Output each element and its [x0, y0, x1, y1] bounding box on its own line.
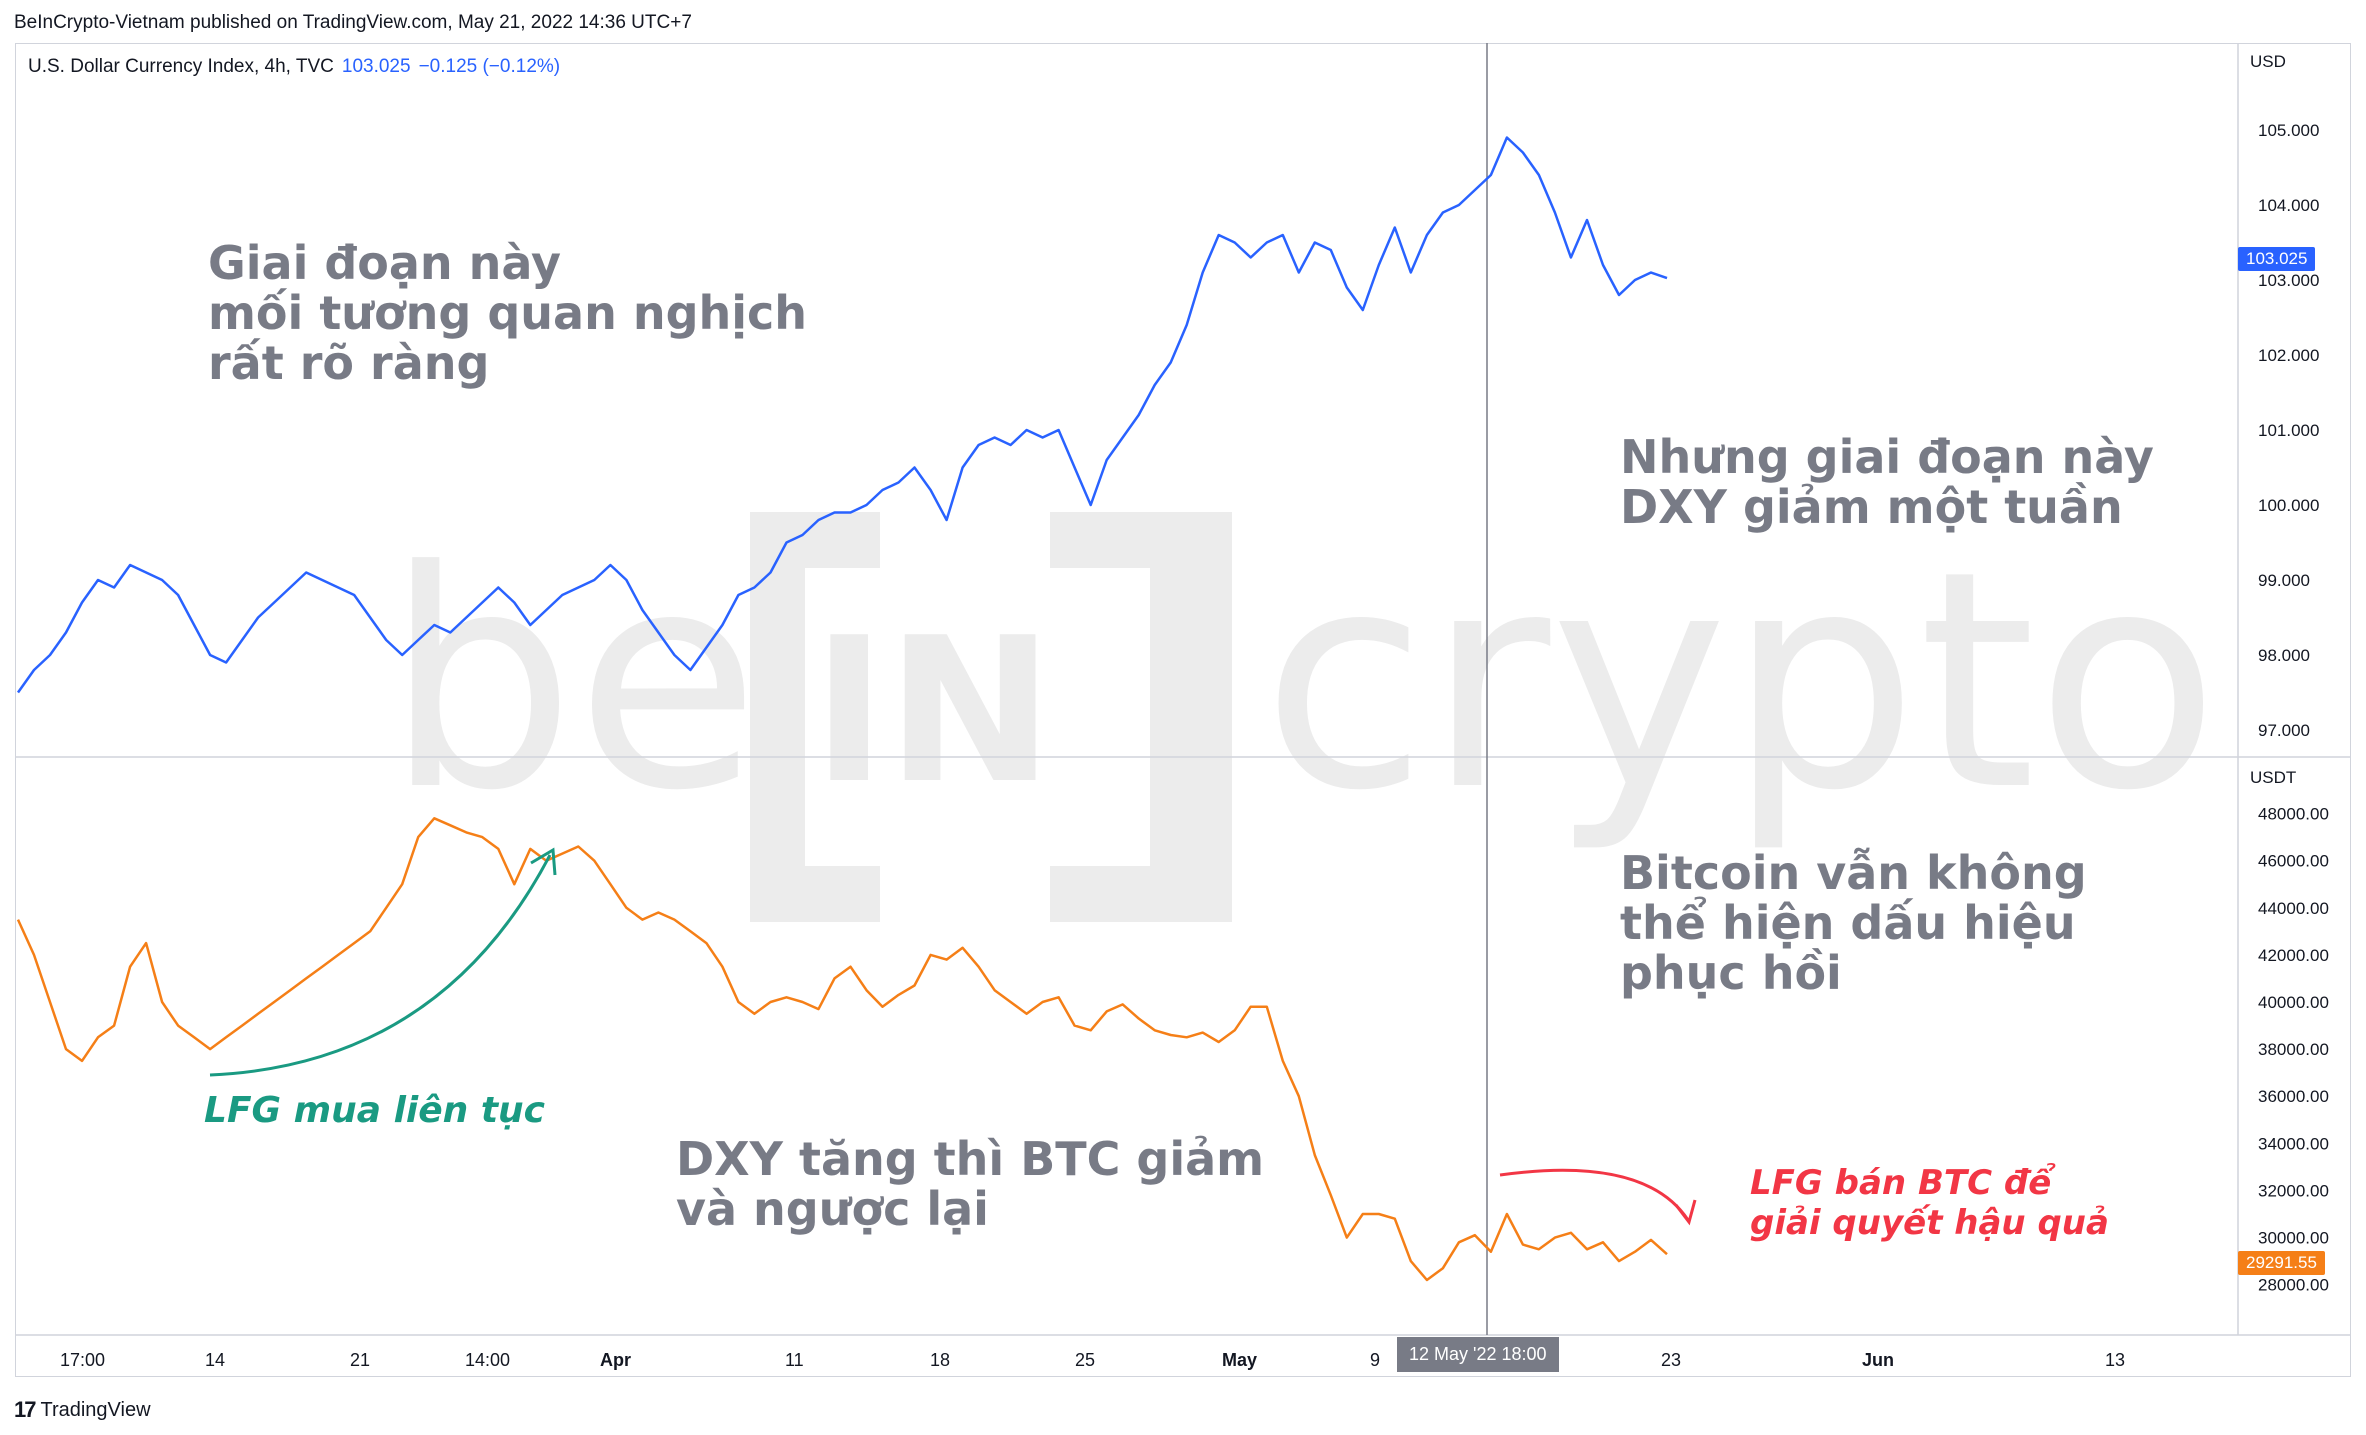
tradingview-brand: TradingView [40, 1398, 151, 1421]
btc-y-tick-label: 42000.00 [2258, 946, 2329, 965]
btc-series-line[interactable] [16, 817, 1668, 1282]
legend-change: −0.125 (−0.12%) [418, 56, 561, 77]
dxy-y-tick-label: 102.000 [2258, 346, 2319, 365]
x-tick-label: 14:00 [465, 1350, 510, 1370]
green-arrow-head [530, 847, 557, 876]
watermark-be: be [385, 507, 760, 856]
dxy-y-tick-label: 97.000 [2258, 721, 2310, 740]
x-tick-label: Apr [600, 1350, 631, 1370]
btc-last-price-badge: 29291.55 [2238, 1251, 2325, 1275]
annotation-top-right[interactable]: Nhưng giai đoạn này DXY giảm một tuần [1620, 430, 2154, 534]
x-tick-label: May [1222, 1350, 1257, 1370]
time-scale[interactable]: 17:00 14 21 14:00 Apr 11 18 25 May 9 23 Jun 13 [60, 1350, 2125, 1370]
x-tick-label: 25 [1075, 1350, 1095, 1370]
annotation-lfg-buy[interactable]: LFG mua liên tục [204, 1090, 546, 1131]
btc-y-tick-label: 30000.00 [2258, 1229, 2329, 1248]
dxy-last-price-badge: 103.025 [2238, 247, 2316, 271]
btc-y-tick-label: 38000.00 [2258, 1040, 2329, 1059]
tradingview-footer[interactable]: 17 TradingView [14, 1397, 151, 1423]
x-tick-label: 18 [930, 1350, 950, 1370]
x-tick-label: 21 [350, 1350, 370, 1370]
series-legend[interactable]: U.S. Dollar Currency Index, 4h, TVC 103.0… [28, 56, 560, 78]
btc-y-tick-label: 32000.00 [2258, 1181, 2329, 1200]
legend-symbol: U.S. Dollar Currency Index, 4h, TVC [28, 56, 334, 77]
dxy-y-tick-label: 104.000 [2258, 196, 2319, 215]
annotation-middle[interactable]: DXY tăng thì BTC giảm và ngược lại [676, 1132, 1265, 1236]
dxy-y-tick-label: 99.000 [2258, 571, 2310, 590]
watermark: be IN crypto [385, 507, 2219, 922]
dxy-y-tick-label: 101.000 [2258, 421, 2319, 440]
dxy-unit-label: USD [2250, 52, 2286, 71]
dxy-y-tick-label: 100.000 [2258, 496, 2319, 515]
green-arrow [209, 854, 552, 1077]
x-tick-label: 14 [205, 1350, 225, 1370]
x-tick-label: 23 [1661, 1350, 1681, 1370]
annotation-lfg-sell[interactable]: LFG bán BTC để giải quyết hậu quả [1750, 1163, 2109, 1243]
x-tick-label: Jun [1862, 1350, 1894, 1370]
crosshair-time-label: 12 May '22 18:00 [1397, 1337, 1559, 1372]
x-tick-label: 13 [2105, 1350, 2125, 1370]
annotation-bottom-right[interactable]: Bitcoin vẫn không thể hiện dấu hiệu phục… [1620, 846, 2087, 1000]
btc-y-tick-label: 48000.00 [2258, 805, 2329, 824]
tradingview-logo-icon: 17 [14, 1397, 37, 1422]
dxy-y-tick-label: 98.000 [2258, 646, 2310, 665]
annotation-top-left[interactable]: Giai đoạn này mối tương quan nghịch rất … [208, 236, 808, 390]
dxy-series-line[interactable] [16, 136, 1668, 694]
watermark-in: IN [812, 595, 1054, 828]
btc-unit-label: USDT [2250, 768, 2297, 787]
red-arrow [1499, 1168, 1690, 1221]
legend-last-value: 103.025 [341, 56, 411, 77]
published-line: BeInCrypto-Vietnam published on TradingV… [14, 12, 692, 33]
watermark-right-bracket [1050, 512, 1232, 922]
btc-y-tick-label: 46000.00 [2258, 852, 2329, 871]
x-tick-label: 17:00 [60, 1350, 105, 1370]
x-tick-label: 9 [1370, 1350, 1380, 1370]
chart-frame[interactable] [15, 43, 2351, 1377]
btc-y-tick-label: 40000.00 [2258, 993, 2329, 1012]
red-arrow-head [1674, 1199, 1697, 1226]
btc-y-tick-label: 28000.00 [2258, 1276, 2329, 1295]
dxy-y-tick-label: 105.000 [2258, 121, 2319, 140]
btc-y-tick-label: 34000.00 [2258, 1134, 2329, 1153]
watermark-crypto: crypto [1262, 507, 2219, 856]
btc-y-tick-label: 44000.00 [2258, 899, 2329, 918]
x-tick-label: 11 [785, 1350, 804, 1370]
dxy-price-scale[interactable]: 105.000 104.000 103.000 102.000 101.000 100.0… [2258, 121, 2319, 740]
dxy-y-tick-label: 103.000 [2258, 271, 2319, 290]
watermark-left-bracket [750, 512, 880, 922]
btc-y-tick-label: 36000.00 [2258, 1087, 2329, 1106]
btc-price-scale[interactable]: 48000.00 46000.00 44000.00 42000.00 40000.00… [2258, 805, 2329, 1295]
